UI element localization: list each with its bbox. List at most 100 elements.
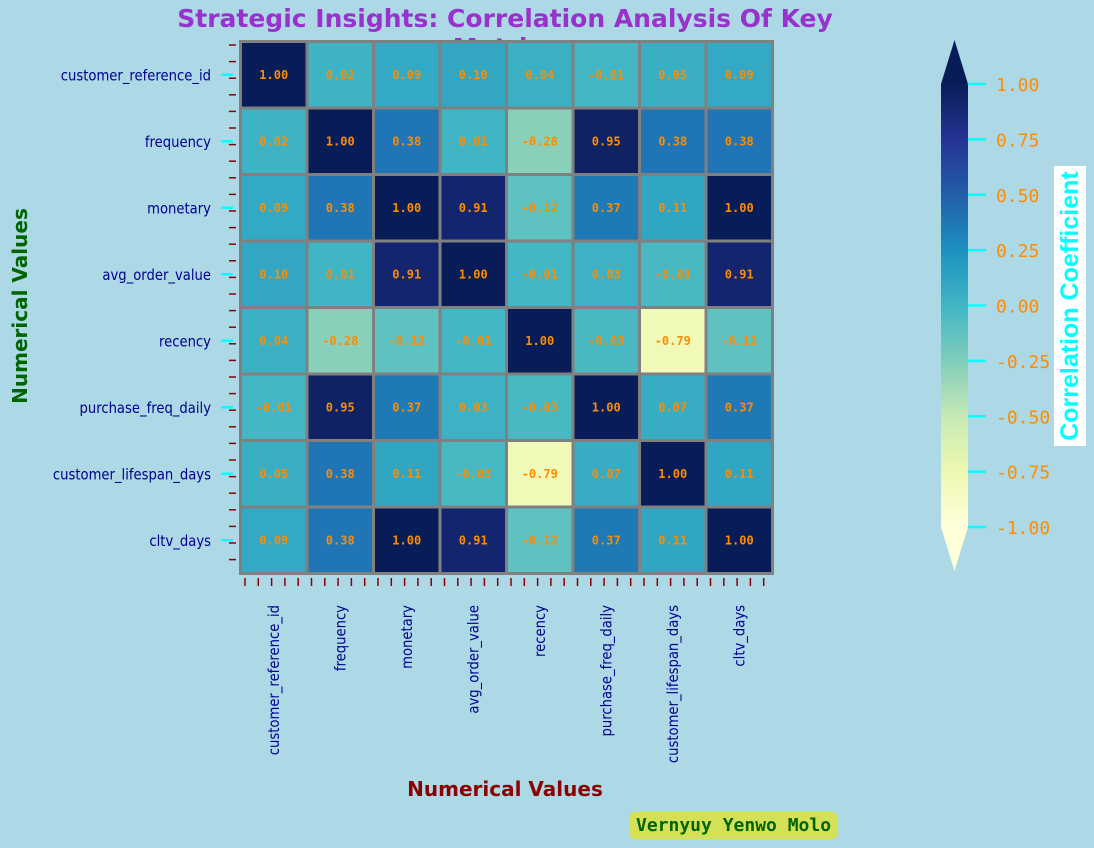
heatmap-cell [375,442,439,506]
heatmap-cell [641,43,705,107]
cell-value-label: 0.91 [725,267,754,281]
colorbar-segment [941,364,968,369]
cell-value-label: 0.02 [326,68,355,82]
cell-value-label: 1.00 [658,467,687,481]
heatmap-cell [641,176,705,240]
y-tick-label: cltv_days [149,534,211,551]
x-tick-label: cltv_days [732,605,749,667]
cell-value-label: 1.00 [259,68,288,82]
colorbar-segment [941,342,968,347]
colorbar-segment [941,309,968,314]
cell-value-label: 0.10 [259,267,288,281]
cell-value-label: -0.28 [322,334,358,348]
cell-value-label: 0.38 [326,467,355,481]
x-tick-label: customer_reference_id [266,605,283,755]
colorbar-segment [941,346,968,351]
cell-value-label: 0.03 [459,400,488,414]
colorbar-segment [941,515,968,521]
cell-value-label: 1.00 [725,201,754,215]
heatmap-cell [707,309,771,373]
colorbar-segment [941,482,968,487]
colorbar-segment [941,305,968,310]
heatmap-cell [308,242,372,306]
colorbar-segment [941,154,968,159]
cell-value-label: -0.28 [522,134,558,148]
axis-ticks: customer_reference_id frequency monetary av… [53,44,765,763]
colorbar-segment [941,264,968,270]
x-tick-label: purchase_freq_daily [599,605,616,737]
colorbar-segment [941,91,968,96]
heatmap-cell [508,109,572,173]
y-tick-label: customer_reference_id [61,68,211,85]
heatmap-cell [508,43,572,107]
colorbar-segment [941,194,968,200]
colorbar-segment [941,327,968,332]
colorbar-segment [941,235,968,240]
colorbar-segment [941,216,968,222]
heatmap-cell [375,109,439,173]
colorbar-segment [941,179,968,185]
colorbar-segment [941,95,968,100]
colorbar-segment [941,416,968,421]
x-tick-label: recency [532,605,549,657]
heatmap-cell [242,508,306,572]
heatmap-cell [508,442,572,506]
x-tick-label: frequency [333,605,350,671]
colorbar-segment [941,423,968,428]
heatmap-cell [375,508,439,572]
cell-value-label: -0.12 [721,334,757,348]
heatmap-cell [508,309,572,373]
heatmap-cell [641,109,705,173]
y-tick-label: customer_lifespan_days [53,467,211,484]
cell-value-label: 0.91 [392,267,421,281]
heatmap-cell [308,176,372,240]
heatmap-cells: 1.00 0.02 0.09 0.10 0.04 -0.01 0.05 0.09 0.02 1.0… [239,40,774,575]
heatmap-cell [441,508,505,572]
colorbar-segment [941,135,968,140]
x-tick-label: monetary [399,605,416,669]
colorbar: 1.00 0.75 0.50 0.25 0.00 -0.25 -0.50 -0.75 -1.00 [941,40,1050,571]
cell-value-label: 0.37 [725,400,754,414]
colorbar-segment [941,253,968,259]
heatmap-cell [375,176,439,240]
colorbar-segment [941,98,968,104]
colorbar-segment [941,331,968,336]
cell-value-label: -0.01 [522,267,558,281]
cell-value-label: -0.01 [256,400,292,414]
cell-value-label: 1.00 [392,201,421,215]
cell-value-label: 0.38 [326,533,355,547]
colorbar-segment [941,467,968,473]
cell-value-label: 0.10 [459,68,488,82]
heatmap-cell [375,242,439,306]
colorbar-tick-label: -1.00 [996,518,1050,539]
colorbar-segment [941,312,968,318]
heatmap-cell [707,176,771,240]
colorbar-segment [941,349,968,355]
cell-value-label: 0.95 [592,134,621,148]
x-tick-label: avg_order_value [466,605,483,714]
colorbar-segment [941,231,968,236]
colorbar-segment [941,224,968,229]
heatmap-cell [707,442,771,506]
cell-value-label: 1.00 [459,267,488,281]
colorbar-segment [941,239,968,244]
cell-value-label: 0.05 [259,467,288,481]
colorbar-segment [941,246,968,251]
y-axis-label: Numerical Values [8,208,32,404]
heatmap-cell [574,442,638,506]
colorbar-segment [941,242,968,248]
colorbar-tick-label: -0.75 [996,463,1050,484]
cell-value-label: 0.01 [326,267,355,281]
colorbar-segment [941,139,968,144]
colorbar-segment [941,209,968,214]
cell-value-label: 0.11 [658,201,687,215]
cell-value-label: -0.01 [588,68,624,82]
colorbar-tick-label: 0.25 [996,241,1039,262]
cell-value-label: -0.03 [455,467,491,481]
colorbar-segment [941,117,968,122]
heatmap-cell [508,508,572,572]
colorbar-tick-label: 0.75 [996,130,1039,151]
heatmap-cell [375,375,439,439]
